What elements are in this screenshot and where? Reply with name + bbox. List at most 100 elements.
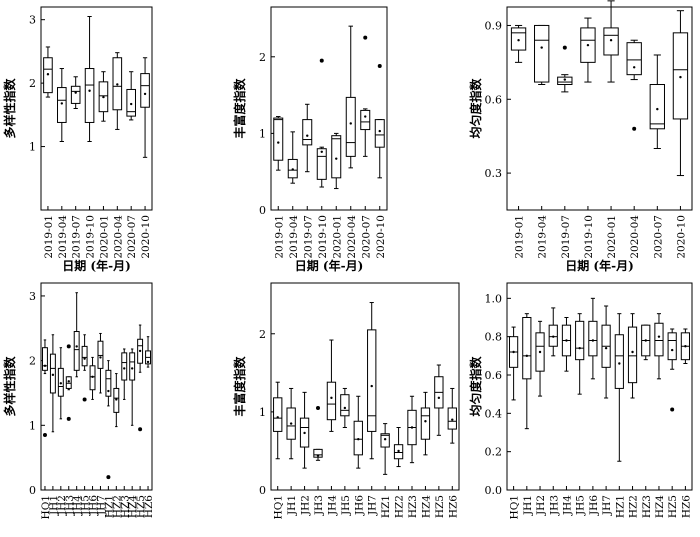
box-JH1 bbox=[286, 387, 296, 460]
box-HZ4 bbox=[654, 313, 664, 380]
box-body bbox=[367, 329, 377, 432]
box-2020-10 bbox=[374, 63, 385, 179]
box-body bbox=[626, 42, 642, 76]
mean-point bbox=[83, 357, 86, 360]
x-tick-label: 2019-07 bbox=[302, 215, 314, 259]
box-2019-10 bbox=[84, 16, 95, 142]
mean-point bbox=[410, 426, 414, 429]
x-tick-label: JH7 bbox=[95, 495, 107, 516]
chart-panel-3: 0.3 0.6 0.9 2019-01 2019-04 2019-07 2019-10 202… bbox=[468, 0, 693, 273]
mean-point bbox=[46, 73, 50, 76]
chart-panel-4: 0 1 2 3 HQ1JH1JH2JH3JH4JH5JH6JH7HZ1HZ2HZ3HZ4… bbox=[2, 282, 155, 519]
box-body bbox=[374, 119, 385, 148]
box-body bbox=[522, 317, 532, 380]
mean-point bbox=[143, 92, 147, 96]
box-body bbox=[302, 119, 313, 146]
mean-point bbox=[512, 350, 515, 354]
mean-point bbox=[99, 356, 102, 359]
x-tick-label: 2019-01 bbox=[43, 215, 55, 259]
box-body bbox=[49, 353, 56, 394]
x-tick-label: JH5 bbox=[575, 495, 587, 516]
box-JH2 bbox=[535, 320, 545, 397]
x-tick-label: HZ6 bbox=[680, 495, 692, 518]
box-2020-01 bbox=[98, 71, 109, 122]
box-2019-10 bbox=[316, 58, 327, 188]
outlier-point bbox=[377, 63, 382, 68]
plot-frame bbox=[40, 282, 153, 491]
x-tick-label: JH3 bbox=[548, 495, 560, 516]
mean-point bbox=[618, 362, 621, 365]
x-tick-label: JH7 bbox=[601, 495, 613, 516]
x-tick-label: HZ2 bbox=[111, 495, 123, 518]
y-tick-label: 1 bbox=[259, 406, 266, 419]
mean-point bbox=[357, 438, 360, 441]
box-HZ5 bbox=[434, 364, 444, 436]
box-body bbox=[667, 332, 677, 361]
box-JH3 bbox=[65, 344, 72, 421]
box-body bbox=[316, 148, 327, 180]
mean-point bbox=[75, 345, 78, 348]
mean-point bbox=[364, 115, 367, 118]
box-JH1 bbox=[522, 313, 532, 430]
box-body bbox=[73, 331, 80, 371]
box-body bbox=[649, 84, 665, 130]
mean-point bbox=[370, 384, 373, 388]
box-JH6 bbox=[89, 356, 96, 400]
box-2019-04 bbox=[57, 68, 67, 142]
box-body bbox=[534, 24, 550, 83]
x-tick-label: JH7 bbox=[367, 495, 379, 516]
x-tick-label: 2019-10 bbox=[85, 215, 97, 259]
x-tick-label: JH4 bbox=[326, 495, 338, 516]
box-HZ6 bbox=[680, 328, 690, 364]
box-JH4 bbox=[73, 292, 80, 378]
mean-point bbox=[43, 364, 47, 367]
x-tick-label: 2019-10 bbox=[317, 215, 329, 259]
outlier-point bbox=[363, 35, 368, 40]
box-body bbox=[121, 352, 128, 381]
mean-point bbox=[565, 339, 568, 342]
box-JH2 bbox=[57, 347, 64, 420]
box-body bbox=[313, 448, 323, 458]
x-tick-label: HQ1 bbox=[509, 495, 521, 519]
outlier-point bbox=[319, 58, 324, 63]
box-HZ5 bbox=[137, 324, 144, 432]
box-JH2 bbox=[299, 391, 310, 469]
box-2020-10 bbox=[140, 57, 150, 158]
x-tick-label: JH3 bbox=[313, 495, 325, 516]
x-tick-label: HZ5 bbox=[667, 495, 679, 518]
mean-point bbox=[146, 360, 150, 364]
mean-point bbox=[129, 102, 133, 106]
mean-point bbox=[437, 396, 441, 400]
box-2020-04 bbox=[626, 39, 642, 131]
box-body bbox=[331, 135, 342, 179]
x-tick-label: HZ4 bbox=[654, 495, 666, 518]
plot-frame bbox=[506, 6, 693, 211]
x-tick-label: 2019-07 bbox=[560, 215, 572, 259]
box-JH4 bbox=[561, 317, 572, 372]
x-tick-label: 2019-01 bbox=[514, 215, 526, 259]
y-axis-label: 多样性指数 bbox=[2, 356, 17, 417]
mean-point bbox=[276, 416, 279, 419]
box-HZ3 bbox=[407, 395, 417, 464]
box-HZ1 bbox=[380, 423, 390, 475]
box-body bbox=[65, 376, 72, 389]
box-2019-07 bbox=[70, 76, 81, 109]
y-tick-label: 0.6 bbox=[485, 369, 503, 382]
y-tick-label: 0 bbox=[259, 484, 266, 497]
mean-point bbox=[116, 83, 119, 86]
mean-point bbox=[657, 335, 661, 338]
y-tick-label: 0.9 bbox=[485, 19, 503, 32]
box-body bbox=[614, 334, 624, 389]
y-tick-label: 0.3 bbox=[485, 167, 503, 180]
box-body bbox=[360, 109, 371, 131]
box-body bbox=[326, 381, 337, 421]
mean-point bbox=[320, 150, 323, 153]
mean-point bbox=[383, 438, 387, 441]
mean-point bbox=[130, 367, 134, 370]
mean-point bbox=[591, 339, 595, 342]
box-2019-01 bbox=[273, 116, 284, 171]
y-tick-label: 0.2 bbox=[485, 446, 503, 459]
